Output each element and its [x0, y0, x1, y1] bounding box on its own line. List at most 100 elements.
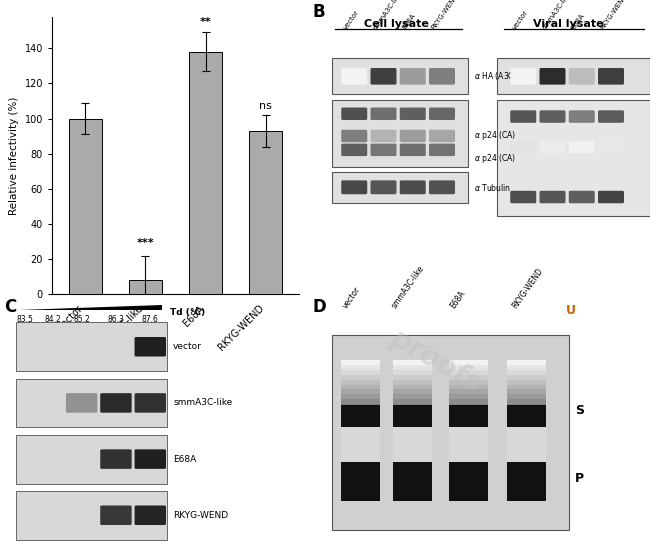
FancyBboxPatch shape — [66, 393, 98, 413]
Text: proofs: proofs — [385, 324, 486, 398]
Text: P: P — [575, 472, 584, 485]
Text: RKYG-WEND: RKYG-WEND — [173, 511, 228, 520]
FancyBboxPatch shape — [135, 393, 166, 413]
Bar — [393, 380, 432, 386]
FancyBboxPatch shape — [510, 141, 536, 153]
Bar — [341, 399, 380, 405]
Text: 84.2: 84.2 — [45, 315, 61, 324]
FancyBboxPatch shape — [400, 144, 426, 156]
FancyBboxPatch shape — [429, 180, 455, 194]
Bar — [507, 380, 546, 386]
Bar — [393, 390, 432, 396]
Bar — [332, 172, 468, 203]
FancyBboxPatch shape — [341, 180, 367, 194]
Bar — [341, 404, 380, 410]
Bar — [507, 360, 546, 366]
Text: vector: vector — [343, 9, 361, 31]
Text: smmA3C-like: smmA3C-like — [173, 398, 233, 407]
FancyBboxPatch shape — [100, 506, 132, 525]
Bar — [507, 427, 546, 462]
FancyBboxPatch shape — [510, 110, 536, 123]
Text: D: D — [312, 298, 326, 316]
FancyBboxPatch shape — [598, 141, 624, 153]
Text: Cell lysate: Cell lysate — [364, 19, 429, 29]
Bar — [448, 370, 488, 376]
FancyBboxPatch shape — [370, 130, 396, 142]
Text: smmA3C-like: smmA3C-like — [390, 264, 426, 310]
FancyBboxPatch shape — [100, 393, 132, 413]
Bar — [393, 370, 432, 376]
Text: $\alpha$ HA (A3C): $\alpha$ HA (A3C) — [474, 70, 518, 82]
Bar — [507, 365, 546, 371]
Bar — [189, 52, 222, 294]
FancyBboxPatch shape — [540, 191, 566, 203]
Bar — [448, 399, 488, 405]
FancyBboxPatch shape — [341, 405, 380, 427]
Text: $\alpha$ Tubulin: $\alpha$ Tubulin — [474, 182, 512, 193]
FancyBboxPatch shape — [429, 108, 455, 120]
FancyBboxPatch shape — [135, 450, 166, 469]
Text: ***: *** — [136, 239, 154, 249]
Text: vector: vector — [512, 9, 530, 31]
Bar — [332, 335, 569, 530]
Bar — [448, 427, 488, 462]
Text: $\alpha$ p24 (CA): $\alpha$ p24 (CA) — [474, 129, 517, 143]
Text: 85.2: 85.2 — [73, 315, 90, 324]
FancyBboxPatch shape — [598, 191, 624, 203]
Text: RKYG-WEND: RKYG-WEND — [599, 0, 629, 31]
Text: E68A: E68A — [173, 455, 196, 463]
Text: 86.3: 86.3 — [107, 315, 124, 324]
FancyBboxPatch shape — [341, 144, 367, 156]
Text: B: B — [312, 3, 324, 21]
Text: $\alpha$ p24 (CA): $\alpha$ p24 (CA) — [474, 152, 517, 165]
FancyBboxPatch shape — [400, 108, 426, 120]
Bar — [68, 119, 101, 294]
Bar — [341, 365, 380, 371]
Bar — [507, 390, 546, 396]
Bar — [507, 395, 546, 401]
Bar — [250, 131, 283, 294]
Text: S: S — [575, 403, 584, 417]
Bar — [448, 395, 488, 401]
Bar — [497, 100, 650, 216]
Bar — [16, 491, 168, 539]
Bar — [448, 360, 488, 366]
FancyBboxPatch shape — [569, 110, 595, 123]
Bar — [497, 58, 650, 94]
Bar — [393, 409, 432, 415]
Bar — [341, 370, 380, 376]
FancyBboxPatch shape — [341, 130, 367, 142]
Text: 87.6: 87.6 — [142, 315, 159, 324]
FancyBboxPatch shape — [507, 462, 546, 501]
FancyBboxPatch shape — [135, 506, 166, 525]
Bar — [341, 390, 380, 396]
Text: E68A: E68A — [402, 12, 417, 31]
FancyBboxPatch shape — [540, 68, 566, 84]
Bar — [393, 385, 432, 391]
Bar — [507, 404, 546, 410]
Bar — [448, 404, 488, 410]
FancyBboxPatch shape — [569, 141, 595, 153]
Bar — [507, 409, 546, 415]
Text: RKYG-WEND: RKYG-WEND — [510, 266, 545, 310]
FancyBboxPatch shape — [569, 68, 595, 84]
Text: vector: vector — [341, 285, 363, 310]
Bar — [393, 395, 432, 401]
Bar — [341, 380, 380, 386]
Bar — [341, 385, 380, 391]
Bar — [332, 58, 468, 94]
Text: **: ** — [200, 17, 211, 27]
FancyBboxPatch shape — [448, 405, 488, 427]
Text: U: U — [566, 305, 575, 317]
FancyBboxPatch shape — [598, 110, 624, 123]
Bar — [448, 380, 488, 386]
Text: smmA3C-like: smmA3C-like — [372, 0, 403, 31]
Text: Viral lysate: Viral lysate — [534, 19, 604, 29]
Bar — [341, 360, 380, 366]
Bar — [16, 435, 168, 483]
Bar — [393, 399, 432, 405]
FancyBboxPatch shape — [370, 68, 396, 84]
Bar — [507, 375, 546, 381]
Text: smmA3C-like: smmA3C-like — [541, 0, 572, 31]
Bar — [393, 365, 432, 371]
